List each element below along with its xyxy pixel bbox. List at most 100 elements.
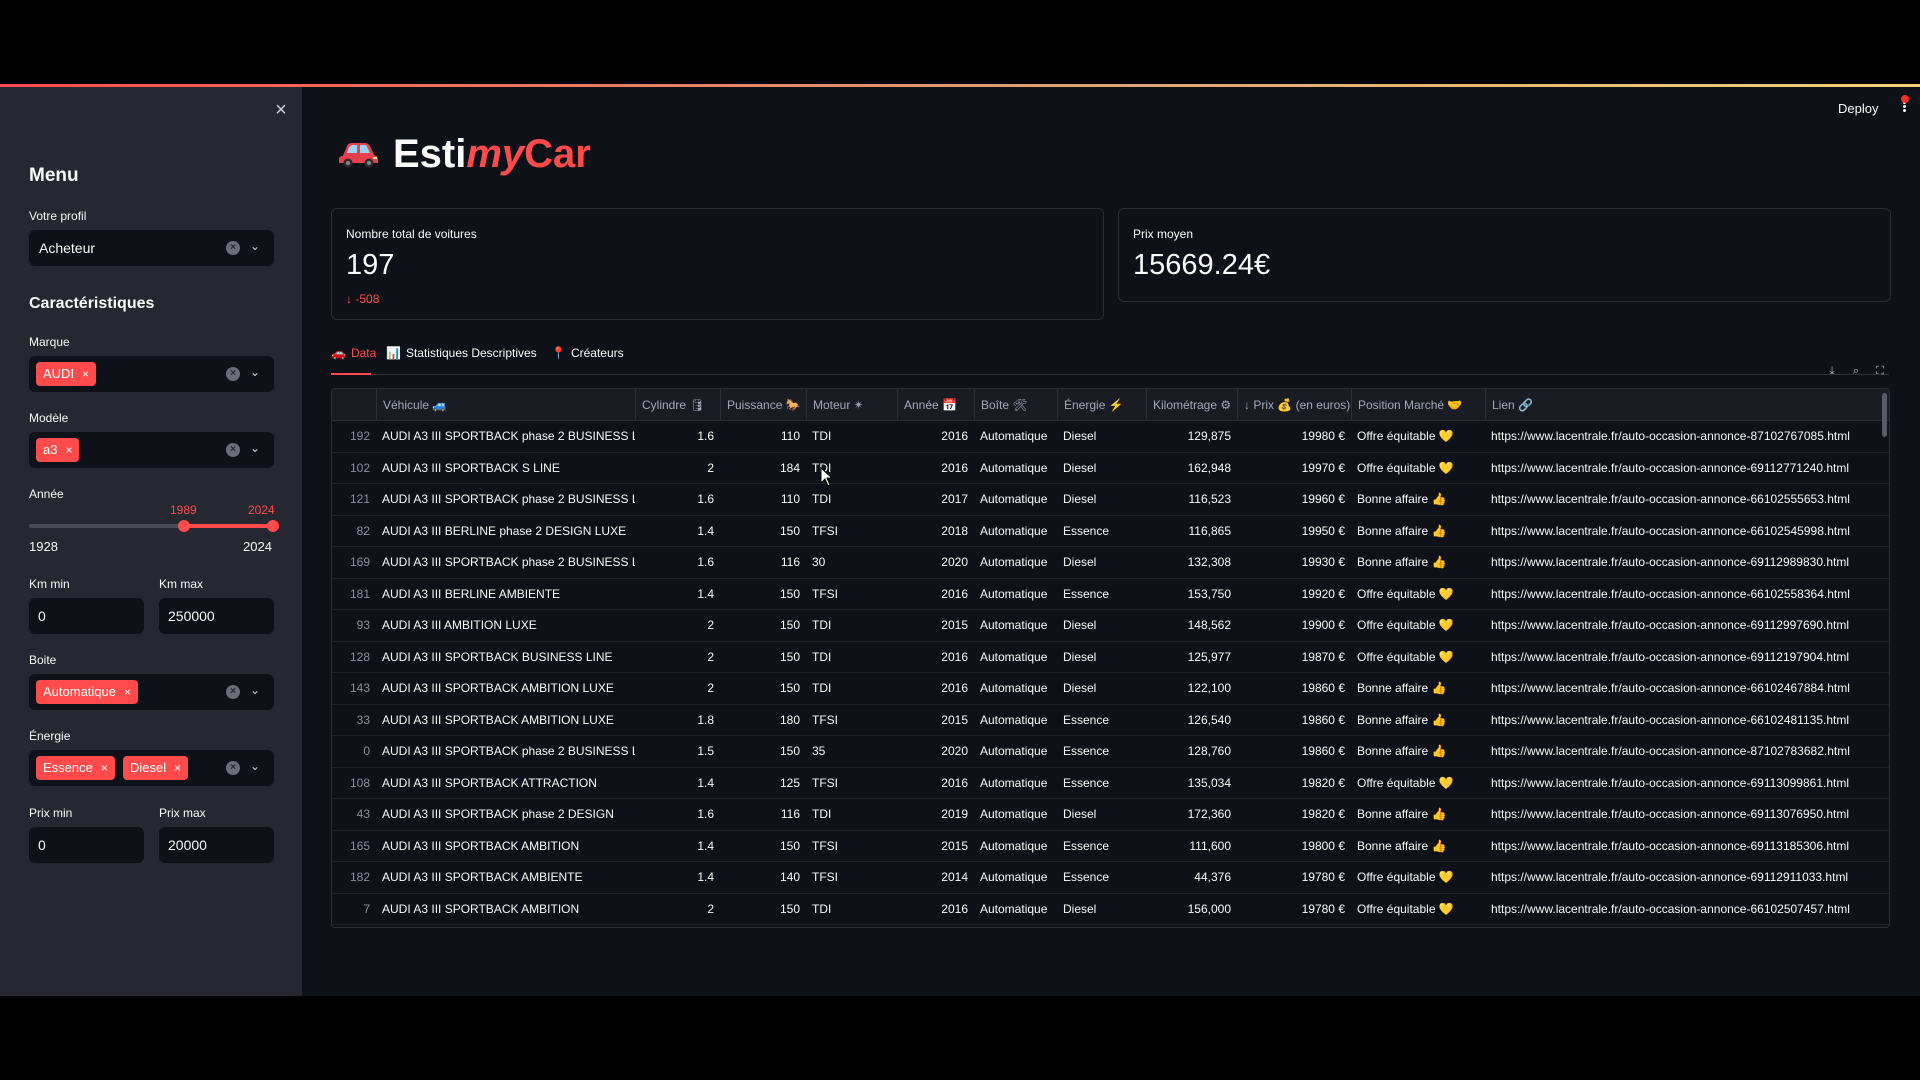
table-cell: 19980 € [1301,429,1345,443]
chevron-down-icon[interactable]: ⌄ [249,759,261,773]
column-header[interactable]: Lien 🔗 [1485,389,1889,421]
table-cell[interactable]: https://www.lacentrale.fr/auto-occasion-… [1491,807,1849,821]
table-row[interactable]: 0 AUDI A3 III SPORTBACK phase 2 BUSINESS … [332,736,1889,768]
table-cell: 150 [779,523,800,538]
remove-tag-icon[interactable]: × [123,685,131,699]
table-row[interactable]: 121 AUDI A3 III SPORTBACK phase 2 BUSINES… [332,484,1889,516]
table-row[interactable]: 82 AUDI A3 III BERLINE phase 2 DESIGN LUX… [332,516,1889,547]
table-row[interactable]: 192 AUDI A3 III SPORTBACK phase 2 BUSINES… [332,421,1889,453]
table-cell: 150 [779,586,800,601]
remove-tag-icon[interactable]: × [174,761,182,775]
profile-select[interactable]: Acheteur × ⌄ [29,230,274,266]
energy-tag-diesel[interactable]: Diesel × [123,756,189,780]
column-header[interactable]: Véhicule 🚙 [376,389,635,421]
table-cell[interactable]: https://www.lacentrale.fr/auto-occasion-… [1491,523,1850,538]
remove-tag-icon[interactable]: × [100,761,108,775]
close-icon[interactable]: × [275,99,287,121]
table-cell: AUDI A3 III SPORTBACK ATTRACTION [382,775,597,790]
price-max-input[interactable]: 20000 [159,827,274,863]
deploy-button[interactable]: Deploy [1838,101,1879,116]
table-cell[interactable]: https://www.lacentrale.fr/auto-occasion-… [1491,775,1849,790]
table-cell[interactable]: https://www.lacentrale.fr/auto-occasion-… [1491,681,1850,695]
table-row[interactable]: 102 AUDI A3 III SPORTBACK S LINE 2 184 TDI 20… [332,453,1889,484]
model-tag[interactable]: a3 × [36,438,80,462]
tab-data[interactable]: 🚗 Data [331,346,377,360]
table-row[interactable]: 169 AUDI A3 III SPORTBACK phase 2 BUSINES… [332,547,1889,579]
tab-statistics[interactable]: 📊 Statistiques Descriptives [386,346,537,360]
table-row[interactable]: 143 AUDI A3 III SPORTBACK AMBITION LUXE 2 1… [332,673,1889,705]
column-header[interactable]: Position Marché 🤝 [1351,389,1485,421]
table-cell: Automatique [980,586,1048,601]
table-cell: 110 [780,492,800,506]
table-cell[interactable]: https://www.lacentrale.fr/auto-occasion-… [1491,555,1849,569]
remove-tag-icon[interactable]: × [82,367,90,381]
clear-icon[interactable]: × [226,761,240,775]
fullscreen-icon[interactable]: ⛶ [1876,365,1884,377]
data-table[interactable]: Véhicule 🚙 Cylindre 🛢 Puissance 🐎 Moteur ✴ A… [331,388,1890,928]
model-multiselect[interactable]: a3 × × ⌄ [29,432,274,468]
table-row[interactable]: 128 AUDI A3 III SPORTBACK BUSINESS LINE 2 1… [332,642,1889,673]
chevron-down-icon[interactable]: ⌄ [249,239,261,253]
brand-multiselect[interactable]: AUDI × × ⌄ [29,356,274,392]
table-scrollbar[interactable] [1882,393,1887,437]
year-slider-max-handle[interactable] [267,520,279,532]
table-cell: 1.6 [697,807,714,821]
gearbox-multiselect[interactable]: Automatique × × ⌄ [29,674,274,710]
column-header[interactable]: Année 📅 [897,389,974,421]
table-row[interactable]: 108 AUDI A3 III SPORTBACK ATTRACTION 1.4 12… [332,768,1889,799]
table-cell[interactable]: https://www.lacentrale.fr/auto-occasion-… [1491,649,1849,664]
gearbox-tag[interactable]: Automatique × [36,680,138,704]
table-row[interactable]: 43 AUDI A3 III SPORTBACK phase 2 DESIGN 1.… [332,799,1889,831]
year-slider-min-handle[interactable] [178,520,191,532]
table-cell[interactable]: https://www.lacentrale.fr/auto-occasion-… [1491,429,1850,443]
table-cell: Diesel [1063,618,1097,632]
clear-icon[interactable]: × [226,685,240,699]
table-cell[interactable]: https://www.lacentrale.fr/auto-occasion-… [1491,744,1850,758]
price-min-input[interactable]: 0 [29,827,144,863]
table-cell[interactable]: https://www.lacentrale.fr/auto-occasion-… [1491,618,1849,632]
column-header[interactable]: Cylindre 🛢 [635,389,720,421]
table-cell: 19860 € [1301,744,1345,758]
year-slider[interactable] [29,520,279,532]
table-cell[interactable]: https://www.lacentrale.fr/auto-occasion-… [1491,838,1849,853]
clear-icon[interactable]: × [226,241,240,255]
table-cell: 30 [812,555,826,569]
table-row[interactable]: 181 AUDI A3 III BERLINE AMBIENTE 1.4 150 TFS… [332,579,1889,610]
year-max-selected: 2024 [248,503,275,517]
table-cell: Automatique [980,492,1048,506]
table-cell[interactable]: https://www.lacentrale.fr/auto-occasion-… [1491,460,1849,475]
table-cell[interactable]: https://www.lacentrale.fr/auto-occasion-… [1491,870,1849,884]
column-header[interactable]: ↓ Prix 💰 (en euros) [1237,389,1351,421]
table-row[interactable]: 33 AUDI A3 III SPORTBACK AMBITION LUXE 1.8… [332,705,1889,736]
search-icon[interactable]: ⌕ [1852,365,1860,377]
table-cell[interactable]: https://www.lacentrale.fr/auto-occasion-… [1491,586,1850,601]
column-header[interactable]: Énergie ⚡ [1057,389,1146,421]
column-header[interactable]: Boîte 🛠 [974,389,1057,421]
km-min-input[interactable]: 0 [29,598,144,634]
download-icon[interactable]: ⤓ [1829,365,1835,377]
clear-icon[interactable]: × [226,367,240,381]
table-cell: 140 [779,870,800,884]
column-header[interactable]: Kilométrage ⚙ [1146,389,1237,421]
table-row[interactable]: 165 AUDI A3 III SPORTBACK AMBITION 1.4 150 T… [332,831,1889,862]
energy-multiselect[interactable]: Essence × Diesel × × ⌄ [29,750,274,786]
brand-tag[interactable]: AUDI × [36,362,97,386]
tab-creators[interactable]: 📍 Créateurs [551,346,624,360]
chevron-down-icon[interactable]: ⌄ [249,365,261,379]
table-row[interactable]: 7 AUDI A3 III SPORTBACK AMBITION 2 150 TDI 20… [332,894,1889,925]
table-cell[interactable]: https://www.lacentrale.fr/auto-occasion-… [1491,712,1849,727]
column-header[interactable]: Puissance 🐎 [720,389,806,421]
column-header[interactable] [332,389,376,421]
metric-value: 15669.24€ [1133,249,1271,281]
table-row[interactable]: 93 AUDI A3 III AMBITION LUXE 2 150 TDI 2015 Au… [332,610,1889,642]
chevron-down-icon[interactable]: ⌄ [249,441,261,455]
table-cell[interactable]: https://www.lacentrale.fr/auto-occasion-… [1491,492,1850,506]
chevron-down-icon[interactable]: ⌄ [249,683,261,697]
energy-tag-essence[interactable]: Essence × [36,756,115,780]
remove-tag-icon[interactable]: × [65,443,73,457]
table-row[interactable]: 182 AUDI A3 III SPORTBACK AMBIENTE 1.4 140 T… [332,862,1889,894]
clear-icon[interactable]: × [226,443,240,457]
table-cell[interactable]: https://www.lacentrale.fr/auto-occasion-… [1491,901,1850,916]
column-header[interactable]: Moteur ✴ [806,389,897,421]
km-max-input[interactable]: 250000 [159,598,274,634]
